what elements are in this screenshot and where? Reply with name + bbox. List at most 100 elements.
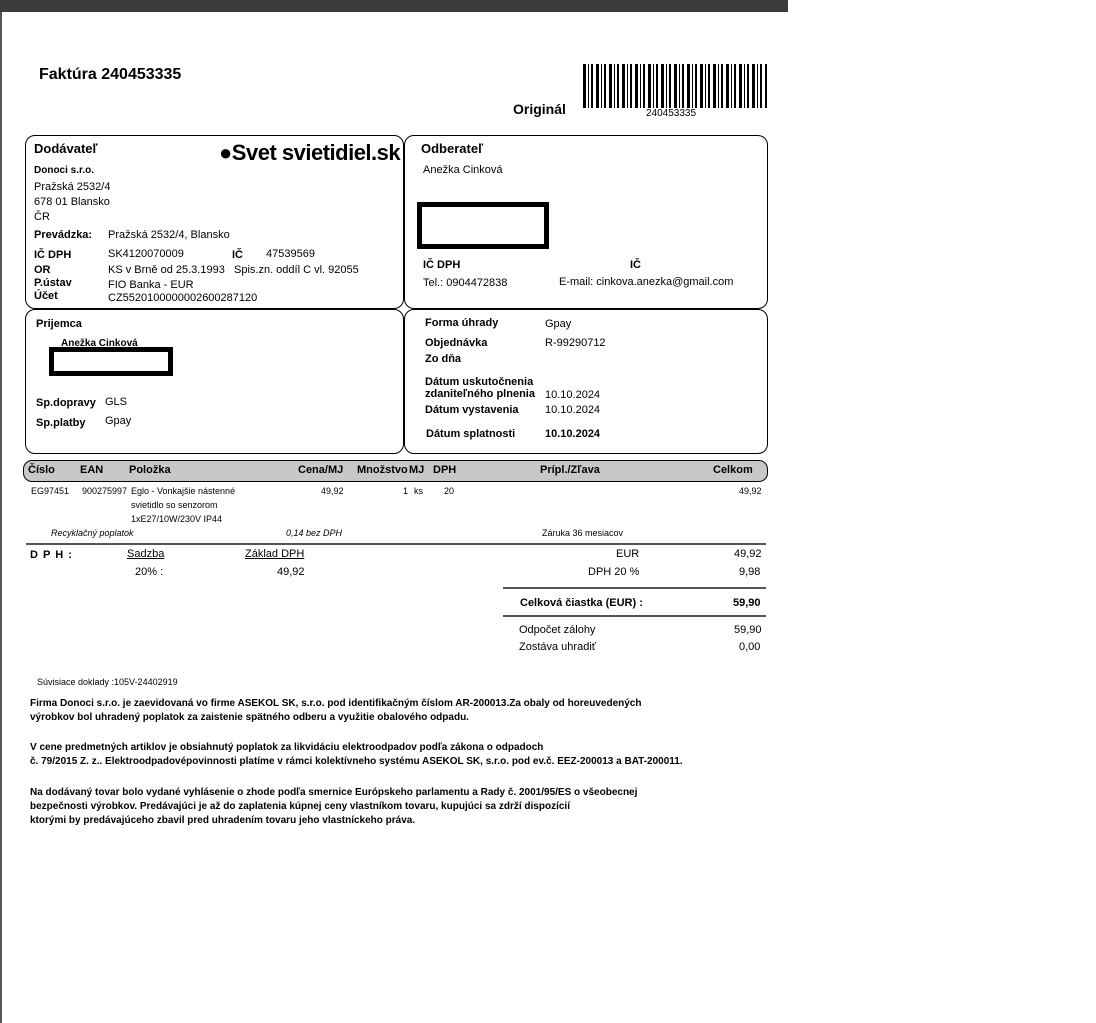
platba-label: Sp.platby xyxy=(36,417,86,429)
col-ean: EAN xyxy=(80,464,104,476)
ic: 47539569 xyxy=(266,248,315,260)
table-header xyxy=(23,460,768,482)
prevadzka-label: Prevádzka: xyxy=(34,229,93,241)
row-celkom: 49,92 xyxy=(739,486,762,496)
customer-heading: Odberateľ xyxy=(421,141,484,156)
col-cislo: Číslo xyxy=(28,464,55,476)
row-item-line3: 1xE27/10W/230V IP44 xyxy=(131,514,223,524)
duzp-label-2: zdaniteľného plnenia xyxy=(425,388,535,400)
prevadzka: Pražská 2532/4, Blansko xyxy=(108,229,230,241)
recipient-box xyxy=(25,309,404,454)
row-mnozstvo: 1 xyxy=(403,486,409,496)
total-divider-bottom xyxy=(503,615,766,617)
zaloha-label: Odpočet zálohy xyxy=(519,624,596,636)
dph-amount: 9,98 xyxy=(739,566,761,578)
splat: 10.10.2024 xyxy=(545,428,601,440)
doprava: GLS xyxy=(105,396,128,408)
supplier-city: 678 01 Blansko xyxy=(34,196,110,208)
zodna-label: Zo dňa xyxy=(425,353,462,365)
row-item-line1: Eglo - Vonkajšie nástenné xyxy=(131,486,236,496)
barcode xyxy=(583,64,767,108)
leaf-icon: ● xyxy=(219,140,232,165)
eur-label: EUR xyxy=(616,548,640,560)
dph-label: DPH 20 % xyxy=(588,566,640,578)
forma-label: Forma úhrady xyxy=(425,317,499,329)
total-divider-top xyxy=(503,587,766,589)
barcode-number: 240453335 xyxy=(646,108,697,119)
total-label: Celková čiastka (EUR) : xyxy=(520,597,643,609)
obj: R-99290712 xyxy=(545,337,606,349)
vyst: 10.10.2024 xyxy=(545,404,601,416)
ic-label: IČ xyxy=(232,249,243,261)
logo: ●Svet svietidiel.sk xyxy=(219,140,401,165)
recykl-label: Recyklačný poplatok xyxy=(51,528,134,538)
col-celkom: Celkom xyxy=(713,464,753,476)
platba: Gpay xyxy=(105,415,132,427)
related-documents: Súvisiace doklady :105V-24402919 xyxy=(37,677,178,687)
ustav-label: P.ústav xyxy=(34,277,72,289)
recykl: 0,14 bez DPH xyxy=(286,528,343,538)
eur: 49,92 xyxy=(734,548,762,560)
col-mj: MJ xyxy=(409,464,425,476)
note-line: V cene predmetných artiklov je obsiahnut… xyxy=(30,742,544,753)
icdph: SK4120070009 xyxy=(108,248,184,260)
or: KS v Brně od 25.3.1993 xyxy=(108,264,225,276)
total: 59,90 xyxy=(733,597,761,609)
zaloha: 59,90 xyxy=(734,624,762,636)
note-line: ktorými by predávajúceho zbavil pred uhr… xyxy=(30,815,416,826)
col-mnozstvo: Množstvo xyxy=(357,464,408,476)
redacted-address xyxy=(417,202,549,249)
row-item-line2: svietidlo so senzorom xyxy=(131,500,218,510)
original-label: Originál xyxy=(513,101,566,117)
supplier-country: ČR xyxy=(34,211,50,223)
row-dph: 20 xyxy=(444,486,455,496)
note-line: Firma Donoci s.r.o. je zaevidovaná vo fi… xyxy=(30,698,642,709)
row-mj: ks xyxy=(414,486,423,496)
viewer-toolbar xyxy=(0,0,788,12)
invoice-title: Faktúra 240453335 xyxy=(39,66,182,83)
customer-name: Anežka Cinková xyxy=(423,164,503,176)
note-line: č. 79/2015 Z. z.. Elektroodpadovépovinno… xyxy=(30,756,683,767)
duzp: 10.10.2024 xyxy=(545,389,601,401)
zaklad-label: Základ DPH xyxy=(245,548,305,560)
ucet: CZ5520100000002600287120 xyxy=(108,292,258,304)
page-edge xyxy=(0,12,2,1023)
supplier-heading: Dodávateľ xyxy=(34,141,98,156)
col-dph: DPH xyxy=(433,464,457,476)
row-ean: 900275997 xyxy=(82,486,128,496)
obj-label: Objednávka xyxy=(425,337,488,349)
col-polozka: Položka xyxy=(129,464,171,476)
icdph-label: IČ DPH xyxy=(34,249,72,261)
col-pripl: Prípl./Zľava xyxy=(540,464,600,476)
col-cena: Cena/MJ xyxy=(298,464,344,476)
zostava-label: Zostáva uhradiť xyxy=(519,641,596,653)
vyst-label: Dátum vystavenia xyxy=(425,404,519,416)
duzp-label-1: Dátum uskutočnenia xyxy=(425,376,534,388)
zaruka: Záruka 36 mesiacov xyxy=(542,528,624,538)
ustav: FIO Banka - EUR xyxy=(108,279,194,291)
row-cislo: EG97451 xyxy=(31,486,70,496)
customer-tel: Tel.: 0904472838 xyxy=(423,277,508,289)
sadzba-label: Sadzba xyxy=(127,548,165,560)
or-label: OR xyxy=(34,264,51,276)
sadzba: 20% : xyxy=(135,566,164,578)
note-line: Na dodávaný tovar bolo vydané vyhlásenie… xyxy=(30,787,638,798)
customer-icdph-label: IČ DPH xyxy=(423,259,461,271)
divider xyxy=(26,543,766,545)
row-cena: 49,92 xyxy=(321,486,344,496)
vat-label: D P H : xyxy=(30,549,73,561)
zostava: 0,00 xyxy=(739,641,761,653)
customer-box xyxy=(404,135,768,309)
forma: Gpay xyxy=(545,318,572,330)
zaklad: 49,92 xyxy=(277,566,305,578)
note-line: výrobkov bol uhradený poplatok za zaiste… xyxy=(30,712,469,723)
supplier-name: Donoci s.r.o. xyxy=(34,165,95,176)
supplier-street: Pražská 2532/4 xyxy=(34,181,111,193)
note-line: bezpečnosti výrobkov. Predávajúci je až … xyxy=(30,801,570,812)
recipient-heading: Prijemca xyxy=(36,318,82,330)
supplier-box xyxy=(25,135,404,309)
splat-label: Dátum splatnosti xyxy=(426,428,516,440)
customer-ic-label: IČ xyxy=(630,259,641,271)
recipient-name: Anežka Cinková xyxy=(61,338,138,349)
customer-email: E-mail: cinkova.anezka@gmail.com xyxy=(559,276,734,288)
